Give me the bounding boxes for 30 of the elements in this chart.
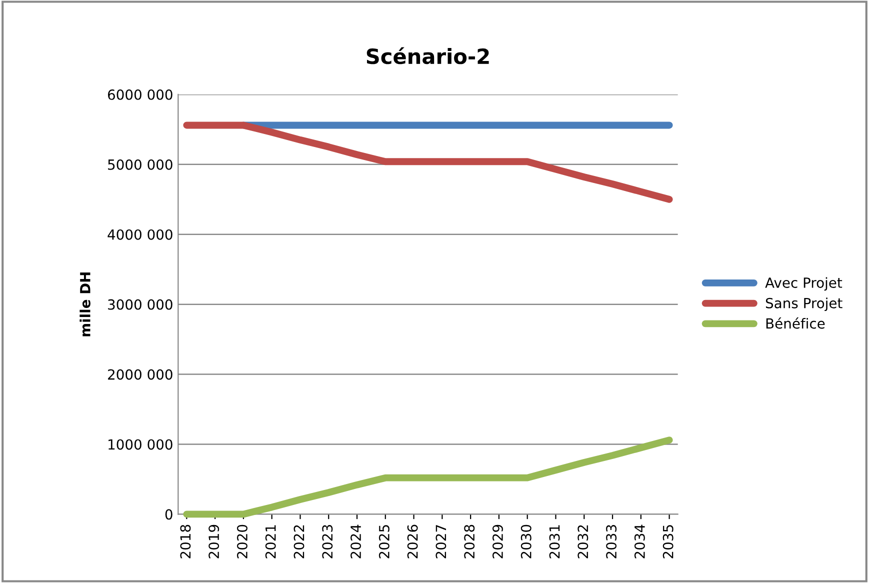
x-tick-label: 2030 — [520, 524, 532, 558]
x-tick-label: 2023 — [322, 525, 333, 558]
x-tick-label: 2034 — [634, 524, 645, 558]
y-tick-label: 4000 000 — [108, 229, 172, 240]
chart-title: Scénario-2 — [366, 47, 489, 64]
x-tick-label: 2020 — [236, 524, 248, 558]
legend-label: Bénéfice — [766, 317, 825, 329]
y-tick-label: 6000 000 — [108, 89, 172, 100]
x-tick-label: 2022 — [294, 525, 304, 558]
y-tick-label: 0 — [165, 509, 172, 520]
x-tick-label: 2019 — [208, 524, 220, 558]
x-tick-label: 2033 — [606, 525, 617, 558]
legend-label: Sans Projet — [766, 298, 842, 312]
y-tick-label: 5000 000 — [108, 159, 172, 170]
x-tick-label: 2025 — [378, 525, 390, 558]
y-axis-title: mille DH — [80, 272, 90, 336]
x-tick-label: 2026 — [407, 524, 418, 558]
x-tick-label: 2031 — [549, 525, 560, 558]
y-tick-label: 3000 000 — [108, 299, 172, 310]
x-tick-label: 2021 — [265, 525, 276, 558]
x-tick-label: 2028 — [464, 524, 475, 558]
x-tick-label: 2035 — [662, 525, 674, 558]
x-tick-label: 2032 — [578, 525, 588, 558]
x-tick-label: 2024 — [350, 524, 362, 558]
x-tick-label: 2027 — [436, 525, 446, 558]
x-tick-label: 2018 — [180, 524, 191, 558]
y-tick-label: 1000 000 — [108, 439, 172, 450]
legend-label: Avec Projet — [765, 277, 842, 291]
x-tick-label: 2029 — [492, 524, 503, 558]
y-tick-label: 2000 000 — [108, 369, 172, 380]
